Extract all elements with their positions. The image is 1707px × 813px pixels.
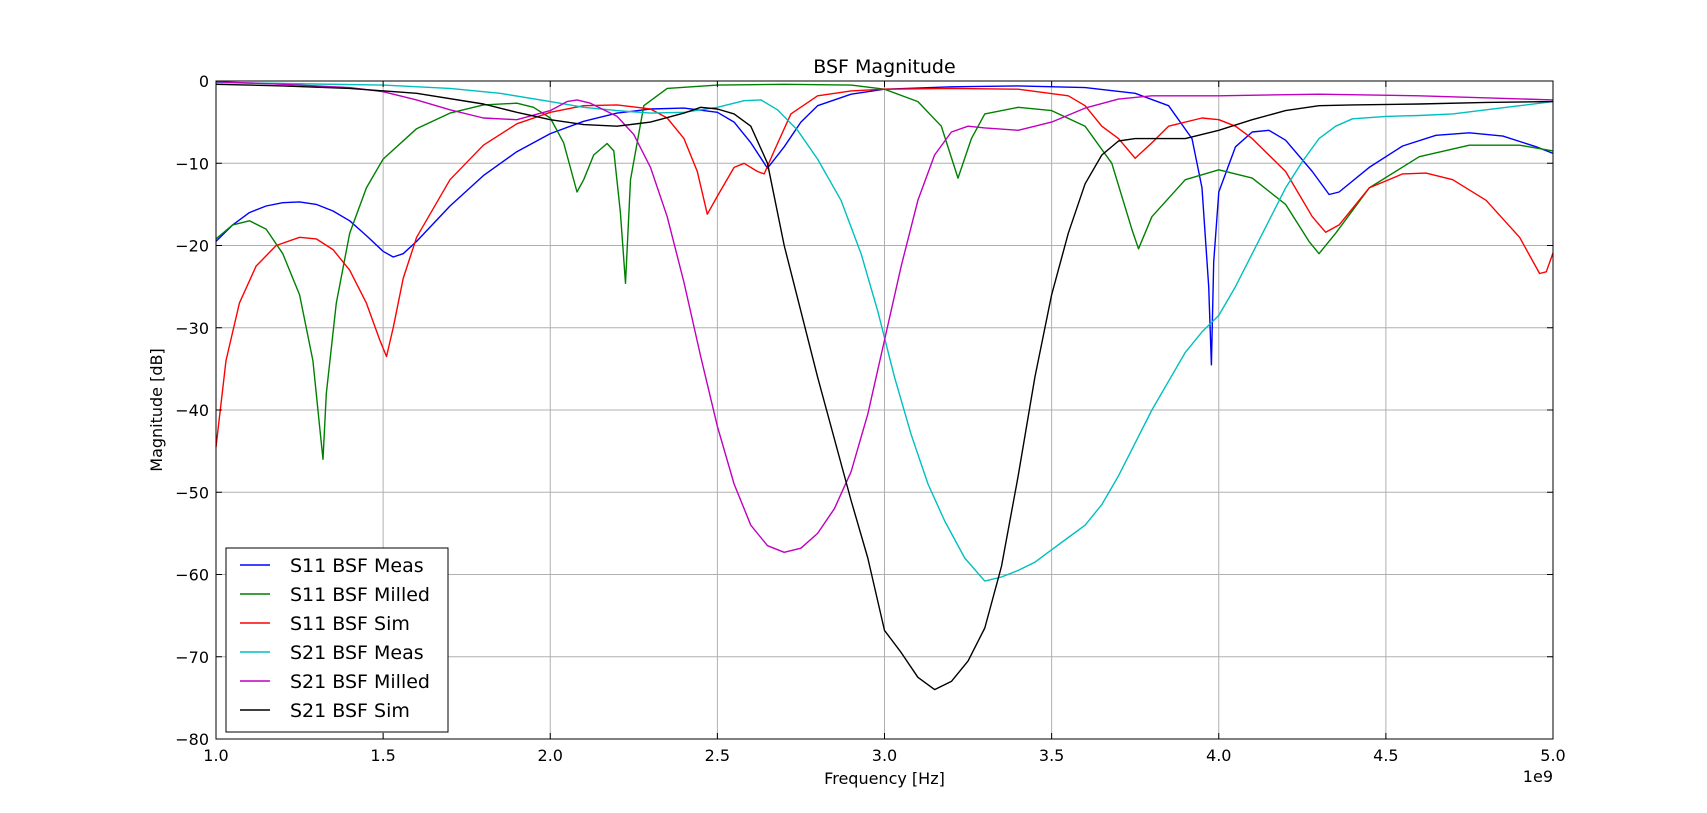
legend-label: S21 BSF Milled — [290, 671, 430, 693]
y-tick-label: −60 — [175, 566, 209, 585]
legend-label: S21 BSF Meas — [290, 642, 424, 664]
series-line-s21-bsf-sim — [215, 83, 1554, 691]
y-tick-label: −70 — [175, 648, 209, 667]
y-tick-label: −50 — [175, 483, 209, 502]
x-tick-label: 1.0 — [203, 746, 228, 765]
x-tick-label: 5.0 — [1540, 746, 1565, 765]
legend-label: S11 BSF Milled — [290, 584, 430, 606]
x-axis-offset-label: 1e9 — [1523, 767, 1553, 786]
chart-title: BSF Magnitude — [813, 56, 955, 78]
series-line-s11-bsf-meas — [215, 85, 1554, 366]
legend-box — [225, 547, 449, 733]
x-tick-label: 4.0 — [1206, 746, 1231, 765]
x-tick-label: 1.5 — [370, 746, 395, 765]
y-axis-label: Magnitude [dB] — [147, 348, 166, 471]
y-tick-label: −20 — [175, 237, 209, 256]
legend-label: S11 BSF Sim — [290, 613, 410, 635]
axis-ticks: 1.0 1.5 2.0 2.5 3.0 3.5 4.0 4.5 5.0 0 −10 −20 −30 −40… — [175, 72, 1565, 765]
legend: S11 BSF Meas S11 BSF Milled S11 BSF Sim S21… — [225, 547, 449, 733]
y-tick-label: 0 — [199, 72, 209, 91]
x-tick-label: 3.5 — [1039, 746, 1064, 765]
y-tick-label: −40 — [175, 401, 209, 420]
y-tick-label: −80 — [175, 730, 209, 749]
x-tick-label: 4.5 — [1373, 746, 1398, 765]
y-tick-label: −30 — [175, 319, 209, 338]
x-tick-label: 2.0 — [538, 746, 563, 765]
series-layer — [215, 81, 1554, 691]
y-tick-label: −10 — [175, 154, 209, 173]
grid-lines — [216, 81, 1553, 739]
series-line-s11-bsf-milled — [215, 83, 1554, 460]
x-tick-label: 3.0 — [872, 746, 897, 765]
series-line-s11-bsf-sim — [215, 87, 1554, 448]
series-line-s21-bsf-meas — [215, 81, 1554, 582]
series-line-s21-bsf-milled — [215, 81, 1554, 553]
legend-label: S21 BSF Sim — [290, 700, 410, 722]
x-tick-label: 2.5 — [705, 746, 730, 765]
legend-label: S11 BSF Meas — [290, 555, 424, 577]
x-axis-label: Frequency [Hz] — [824, 769, 945, 788]
